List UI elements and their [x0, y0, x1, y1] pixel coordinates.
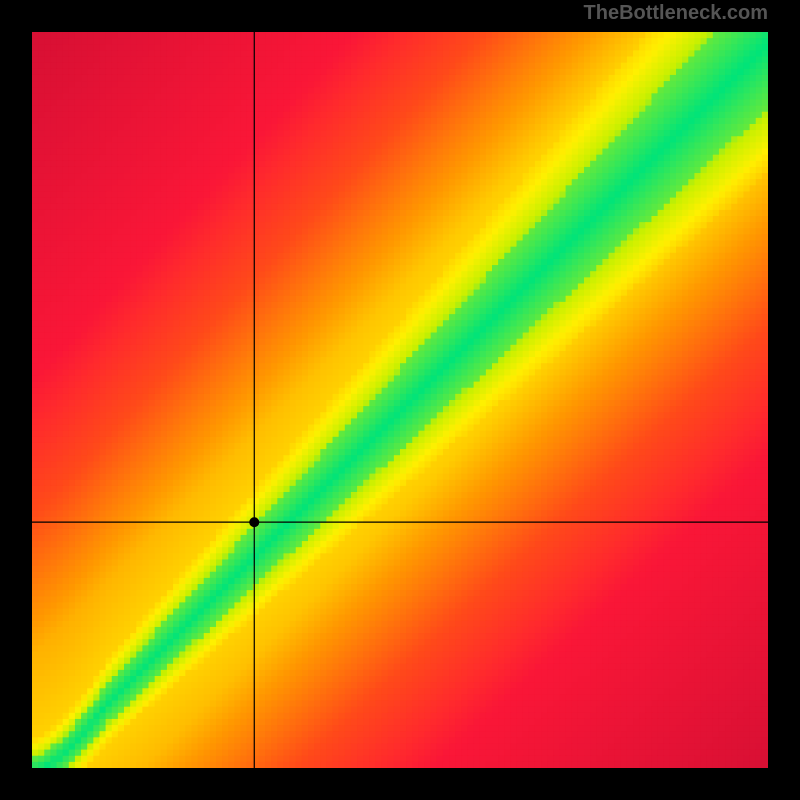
plot-frame — [32, 32, 768, 768]
bottleneck-heatmap — [32, 32, 768, 768]
chart-container: TheBottleneck.com — [0, 0, 800, 800]
attribution-label: TheBottleneck.com — [584, 2, 768, 25]
